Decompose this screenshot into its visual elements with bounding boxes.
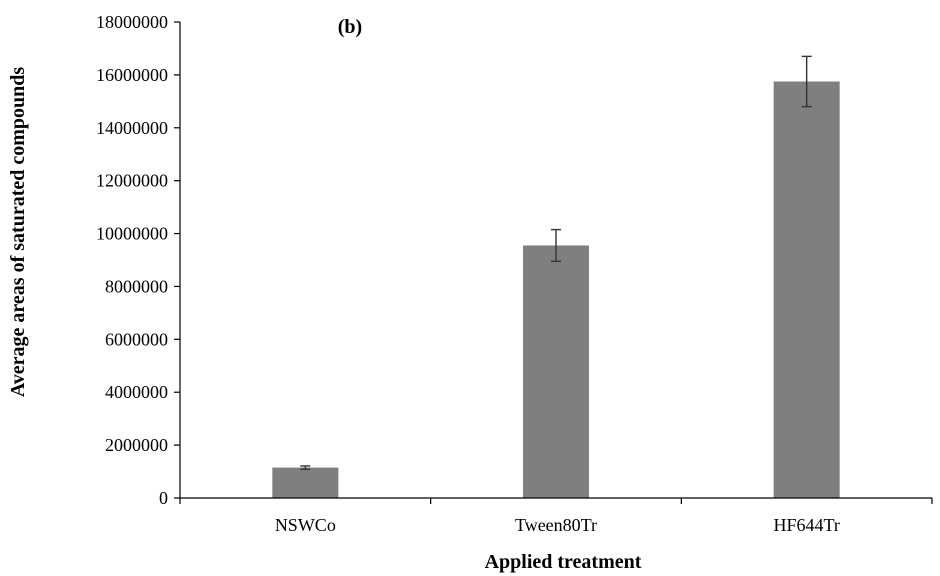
x-tick-label: HF644Tr <box>773 515 839 535</box>
y-tick-label: 8000000 <box>105 276 168 296</box>
y-tick-label: 0 <box>159 488 168 508</box>
x-tick-label: NSWCo <box>275 515 336 535</box>
y-tick-label: 10000000 <box>96 224 168 244</box>
y-tick-label: 4000000 <box>105 382 168 402</box>
x-tick-label: Tween80Tr <box>515 515 597 535</box>
y-axis-title: Average areas of saturated compounds <box>7 67 29 398</box>
panel-label: (b) <box>338 16 362 38</box>
x-axis-ticks <box>179 498 933 504</box>
error-bar-tween80tr <box>551 228 561 263</box>
x-axis-tick-labels: NSWCo Tween80Tr HF644Tr <box>275 515 840 535</box>
bar-tween80tr <box>523 245 589 498</box>
bar-hf644tr <box>773 81 840 498</box>
y-tick-label: 14000000 <box>96 118 168 138</box>
y-tick-label: 2000000 <box>105 435 168 455</box>
error-bar-hf644tr <box>801 55 812 108</box>
bar-nswco <box>272 467 339 498</box>
y-tick-label: 12000000 <box>96 171 168 191</box>
y-axis-ticks: 0 2000000 4000000 6000000 8000000 10000000 120… <box>96 12 180 508</box>
bars <box>272 81 840 498</box>
error-bars <box>300 55 812 470</box>
y-tick-label: 18000000 <box>96 12 168 32</box>
error-bar-nswco <box>300 465 311 470</box>
y-tick-label: 6000000 <box>105 329 168 349</box>
y-tick-label: 16000000 <box>96 65 168 85</box>
x-axis-title: Applied treatment <box>485 551 642 573</box>
